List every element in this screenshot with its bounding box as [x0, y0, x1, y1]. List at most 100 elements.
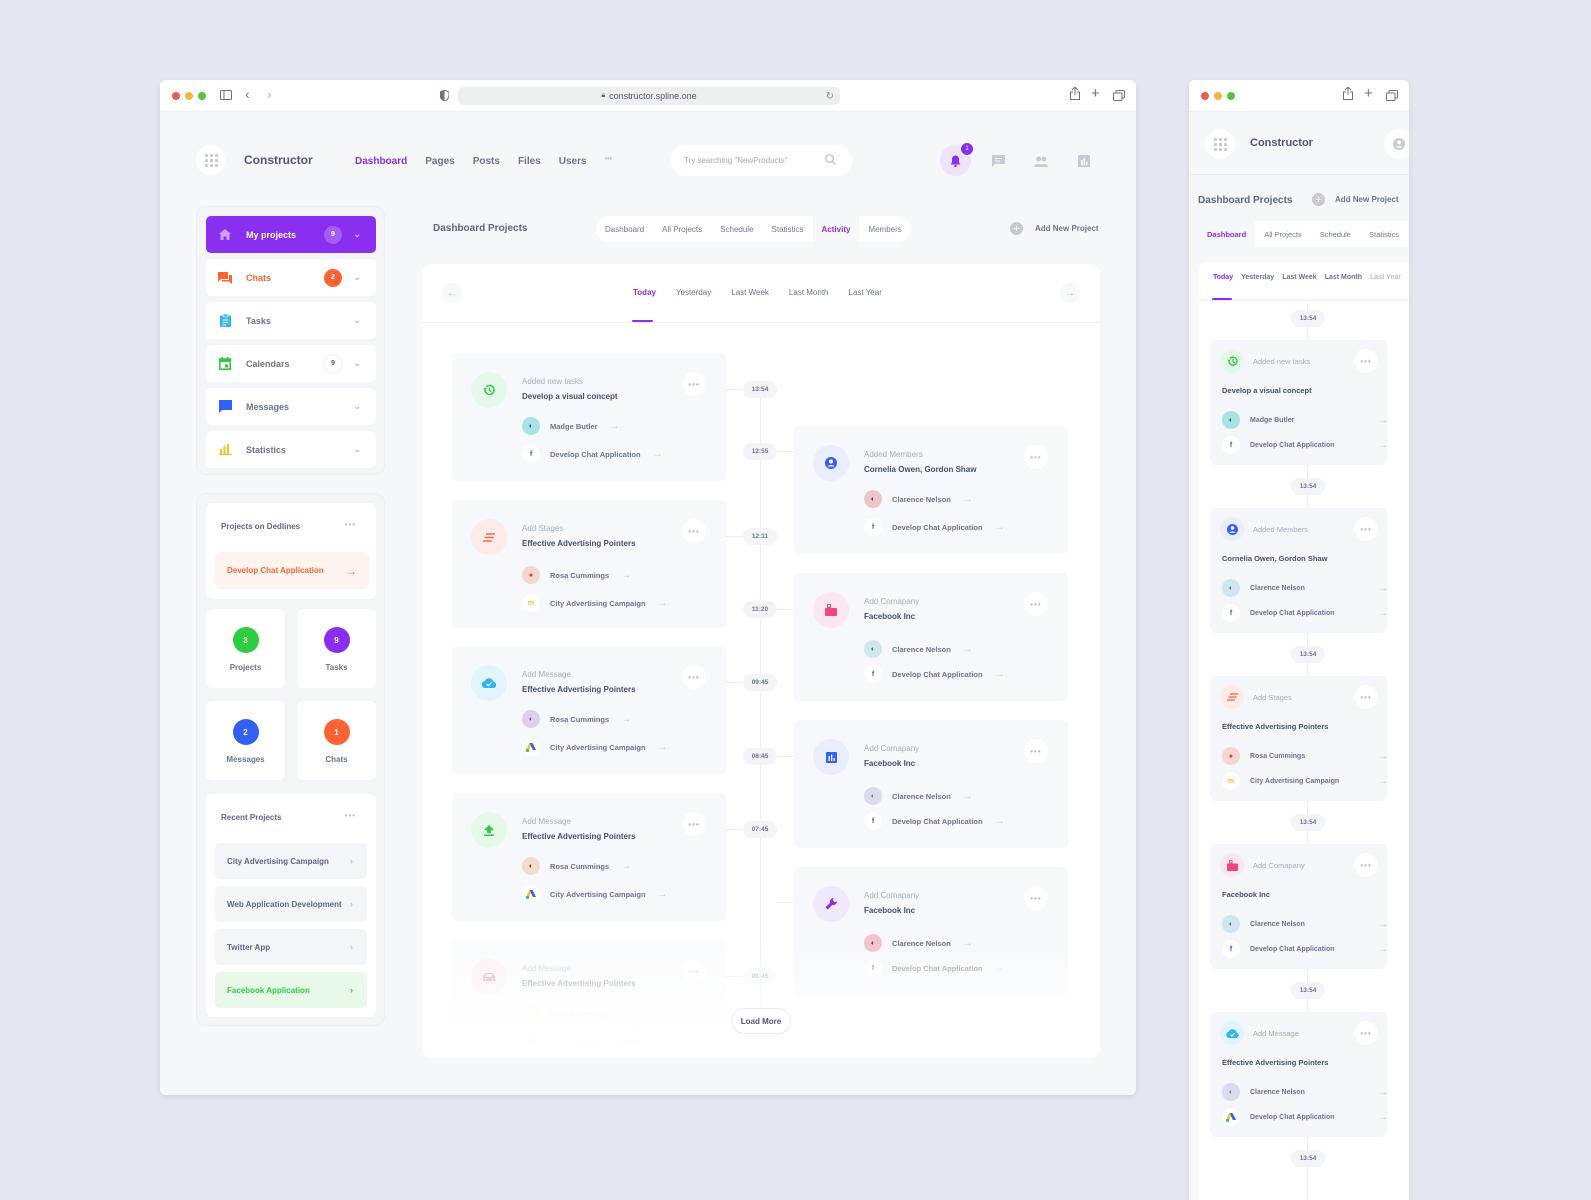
project-row[interactable]: City Advertising Campaign → — [522, 738, 668, 756]
recent-project-item-active[interactable]: Facebook Application › — [215, 972, 367, 1008]
close-window-button[interactable] — [172, 91, 180, 100]
more-options-button[interactable]: ••• — [682, 812, 706, 836]
share-icon[interactable] — [1343, 86, 1353, 103]
prev-period-button[interactable]: ← — [442, 283, 462, 303]
minimize-window-button[interactable] — [185, 91, 193, 100]
period-last-year[interactable]: Last Year — [1370, 274, 1402, 281]
project-row[interactable]: Develop Chat Application → — [1222, 1108, 1388, 1126]
stat-projects[interactable]: 3 Projects — [206, 609, 285, 688]
sidebar-item-messages[interactable]: Messages ⌄ — [206, 388, 376, 425]
project-row[interactable]: f Develop Chat Application → — [864, 518, 1005, 536]
period-last-month[interactable]: Last Month — [1324, 274, 1363, 281]
more-options-button[interactable]: ••• — [682, 665, 706, 689]
sidebar-toggle-icon[interactable] — [220, 88, 232, 103]
recent-project-item[interactable]: City Advertising Campaign › — [215, 843, 367, 879]
person-row[interactable]: ◐ Rosa Cummings → — [522, 857, 631, 875]
activity-card[interactable]: Add Message Effective Advertising Pointe… — [452, 646, 726, 774]
search-box[interactable]: Try searching "NewProducts" — [670, 145, 852, 176]
address-bar[interactable]: 🔒︎ constructor.spline.one ↻ — [458, 87, 840, 105]
project-row[interactable]: f Develop Chat Application → — [1222, 940, 1388, 958]
sidebar-item-chats[interactable]: Chats 2 ⌄ — [206, 259, 376, 296]
tab-all-projects[interactable]: All Projects — [662, 224, 703, 234]
apps-menu-button[interactable] — [196, 145, 226, 175]
add-project-button[interactable]: + Add New Project — [1010, 222, 1099, 235]
activity-card[interactable]: Add Stages Effective Advertising Pointer… — [452, 500, 726, 628]
period-yesterday[interactable]: Yesterday — [675, 288, 712, 297]
next-period-button[interactable]: → — [1060, 283, 1080, 303]
chevron-down-icon[interactable]: ⌄ — [353, 358, 361, 368]
person-row[interactable]: ◐ Clarence Nelson → — [1222, 915, 1388, 933]
tab-dashboard[interactable]: Dashboard — [605, 224, 645, 234]
project-row[interactable]: f Develop Chat Application → — [1222, 604, 1388, 622]
project-row[interactable]: m City Advertising Campaign → — [1222, 772, 1388, 790]
more-options-button[interactable]: ••• — [1024, 739, 1048, 763]
nav-files[interactable]: Files — [517, 156, 541, 167]
maximize-window-button[interactable] — [1227, 91, 1235, 100]
activity-card[interactable]: Add Message Effective Advertising Pointe… — [452, 793, 726, 921]
forward-icon[interactable]: › — [267, 86, 272, 102]
person-row[interactable]: ◐ Rosa Cummings → — [522, 710, 631, 728]
add-project-button[interactable]: + Add New Project — [1312, 193, 1399, 206]
project-row[interactable]: f Develop Chat Application → — [864, 812, 1005, 830]
project-row[interactable]: f Develop Chat Application → — [864, 665, 1005, 683]
new-tab-icon[interactable]: + — [1364, 85, 1373, 102]
period-today[interactable]: Today — [1213, 274, 1234, 281]
more-options-button[interactable]: ••• — [1354, 853, 1378, 877]
search-icon[interactable] — [825, 154, 836, 167]
person-row[interactable]: ◐ Clarence Nelson → — [864, 787, 973, 805]
tab-members[interactable]: Members — [868, 224, 902, 234]
tab-schedule[interactable]: Schedule — [720, 224, 754, 234]
project-row[interactable]: City Advertising Campaign → — [522, 885, 668, 903]
sidebar-item-tasks[interactable]: Tasks ⌄ — [206, 302, 376, 339]
sidebar-item-my-projects[interactable]: My projects 9 ⌄ — [206, 216, 376, 253]
close-window-button[interactable] — [1201, 91, 1209, 100]
chevron-down-icon[interactable]: ⌄ — [353, 444, 361, 454]
activity-card[interactable]: Added Members Cornelia Owen, Gordon Shaw… — [794, 426, 1068, 554]
recent-project-item[interactable]: Web Application Development › — [215, 886, 367, 922]
chevron-down-icon[interactable]: ⌄ — [353, 229, 361, 239]
maximize-window-button[interactable] — [198, 91, 206, 100]
tab-dashboard[interactable]: Dashboard — [1198, 221, 1256, 247]
period-last-week[interactable]: Last Week — [1282, 274, 1317, 281]
notifications-button[interactable]: 1 — [940, 142, 974, 176]
person-row[interactable]: ◐ Madge Butler → — [1222, 411, 1388, 429]
stat-tasks[interactable]: 9 Tasks — [297, 609, 376, 688]
tabs-overview-icon[interactable] — [1386, 89, 1398, 104]
stat-messages[interactable]: 2 Messages — [206, 701, 285, 780]
activity-card[interactable]: Add Comapany Facebook Inc ••• ◐ Clarence … — [794, 720, 1068, 848]
tab-schedule[interactable]: Schedule — [1310, 221, 1360, 247]
more-options-button[interactable]: ••• — [682, 519, 706, 543]
chart-icon[interactable] — [1078, 154, 1090, 172]
back-icon[interactable]: ‹ — [245, 86, 250, 102]
project-row[interactable]: f Develop Chat Application → — [522, 445, 663, 463]
person-row[interactable]: ● Rosa Cummings → — [522, 566, 631, 584]
deadline-item[interactable]: Develop Chat Application → — [215, 552, 369, 589]
activity-card[interactable]: Add Comapany ••• Facebook Inc ◐ Clarence … — [1210, 844, 1388, 969]
reload-icon[interactable]: ↻ — [825, 90, 834, 102]
more-options-button[interactable]: ••• — [1354, 1021, 1378, 1045]
tabs-overview-icon[interactable] — [1113, 89, 1125, 104]
chevron-down-icon[interactable]: ⌄ — [353, 272, 361, 282]
more-options-button[interactable]: ••• — [1354, 685, 1378, 709]
tab-activity[interactable]: Activity — [812, 216, 860, 242]
stat-chats[interactable]: 1 Chats — [297, 701, 376, 780]
search-input[interactable]: Try searching "NewProducts" — [684, 156, 788, 165]
tab-all-projects[interactable]: All Projects — [1255, 221, 1311, 247]
more-options-button[interactable]: ••• — [1024, 445, 1048, 469]
share-icon[interactable] — [1070, 86, 1080, 103]
load-more-button[interactable]: Load More — [731, 1008, 791, 1034]
tab-statistics[interactable]: Statistics — [1359, 221, 1408, 247]
nav-users[interactable]: Users — [558, 156, 587, 167]
recent-project-item[interactable]: Twitter App › — [215, 929, 367, 965]
activity-card[interactable]: Added new tasks Develop a visual concept… — [452, 353, 726, 481]
nav-pages[interactable]: Pages — [425, 156, 455, 167]
new-tab-icon[interactable]: + — [1091, 85, 1100, 102]
person-row[interactable]: ◐ Clarence Nelson → — [864, 490, 973, 508]
minimize-window-button[interactable] — [1214, 91, 1222, 100]
privacy-shield-icon[interactable] — [439, 89, 450, 104]
person-row[interactable]: ◐ Clarence Nelson → — [864, 640, 973, 658]
project-row[interactable]: m City Advertising Campaign → — [522, 594, 668, 612]
people-icon[interactable] — [1034, 154, 1048, 172]
nav-dashboard[interactable]: Dashboard — [355, 156, 408, 167]
period-yesterday[interactable]: Yesterday — [1241, 274, 1275, 281]
